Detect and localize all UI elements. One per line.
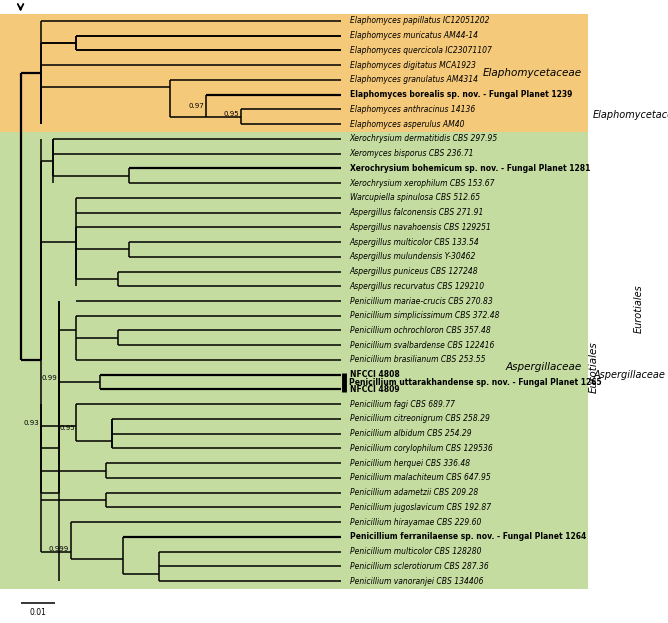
Text: 0.01: 0.01 <box>29 607 46 617</box>
Text: Penicillium hirayamae CBS 229.60: Penicillium hirayamae CBS 229.60 <box>350 518 481 526</box>
Text: Elaphomycetaceae: Elaphomycetaceae <box>483 67 582 77</box>
Text: 0.93: 0.93 <box>23 421 39 426</box>
Text: Penicillium multicolor CBS 128280: Penicillium multicolor CBS 128280 <box>350 547 481 556</box>
Text: Penicillium adametzii CBS 209.28: Penicillium adametzii CBS 209.28 <box>350 488 478 497</box>
Text: Penicillium fagi CBS 689.77NG_064112.1: Penicillium fagi CBS 689.77NG_064112.1 <box>350 399 458 404</box>
Text: Aspergillaceae: Aspergillaceae <box>593 370 665 380</box>
Text: 0.95: 0.95 <box>59 425 75 430</box>
Text: NFCCI 4809: NFCCI 4809 <box>350 385 399 394</box>
Text: Xerochrysium xerophilum CBS 153.67: Xerochrysium xerophilum CBS 153.67 <box>350 179 495 188</box>
Text: Elaphomyces anthracinus 14136KR064762.1: Elaphomyces anthracinus 14136KR064762.1 <box>350 105 469 110</box>
Text: Xerochrysium dermatitidis CBS 297.95: Xerochrysium dermatitidis CBS 297.95 <box>350 135 498 143</box>
Text: Penicillium sclerotiorum CBS 287.36: Penicillium sclerotiorum CBS 287.36 <box>350 562 488 571</box>
Text: Elaphomyces quercicola IC23071107KX238879.1: Elaphomyces quercicola IC23071107KX23887… <box>350 45 480 50</box>
Text: Eurotiales: Eurotiales <box>589 341 599 393</box>
Text: 0.999: 0.999 <box>49 546 69 551</box>
Text: Penicillium citreonigrum CBS 258.29NG_069621.1: Penicillium citreonigrum CBS 258.29NG_06… <box>350 413 482 419</box>
Text: Penicillium albidum CBS 254.29: Penicillium albidum CBS 254.29 <box>350 429 472 438</box>
Text: Penicillium vanoranjei CBS 134406: Penicillium vanoranjei CBS 134406 <box>350 576 483 586</box>
Text: Penicillium fagi CBS 689.77: Penicillium fagi CBS 689.77 <box>350 400 455 409</box>
Text: Penicillium mariae-crucis CBS 270.83NG_069791.1: Penicillium mariae-crucis CBS 270.83NG_0… <box>350 295 484 301</box>
Text: Penicillium uttarakhandense sp. nov. - Fungal Planet 1265: Penicillium uttarakhandense sp. nov. - F… <box>349 378 601 387</box>
Text: Xeromyces bisporus CBS 236.71NG_057813.1: Xeromyces bisporus CBS 236.71NG_057813.1 <box>350 148 471 154</box>
Text: Aspergillus recurvatus CBS 129210MH876882.1: Aspergillus recurvatus CBS 129210MH87688… <box>350 281 477 287</box>
Text: Penicillium simplicissimum CBS 372.48NG_069659.1: Penicillium simplicissimum CBS 372.48NG_… <box>350 310 489 316</box>
Text: Aspergillus falconensis CBS 271.91: Aspergillus falconensis CBS 271.91 <box>350 208 484 217</box>
Text: Warcupiella spinulosa CBS 512.65: Warcupiella spinulosa CBS 512.65 <box>350 193 480 202</box>
Text: Penicillium svalbardense CBS 122416: Penicillium svalbardense CBS 122416 <box>350 341 494 350</box>
Text: Penicillium brasilianum CBS 253.55NG_069884.1: Penicillium brasilianum CBS 253.55NG_069… <box>350 354 479 360</box>
Bar <box>0 132 588 589</box>
Text: Penicillium malachiteum CBS 647.95: Penicillium malachiteum CBS 647.95 <box>350 473 490 482</box>
Text: Aspergillus multicolor CBS 133.54MH868801.1: Aspergillus multicolor CBS 133.54MH86880… <box>350 237 473 242</box>
Text: Elaphomyces anthracinus 14136: Elaphomyces anthracinus 14136 <box>350 105 475 114</box>
Text: Aspergillus puniceus CBS 127248MH877831.1: Aspergillus puniceus CBS 127248MH877831.… <box>350 267 472 272</box>
Text: Aspergillaceae: Aspergillaceae <box>506 363 582 373</box>
Text: Aspergillus multicolor CBS 133.54: Aspergillus multicolor CBS 133.54 <box>350 237 480 247</box>
Text: Xerochrysium bohemicum sp. nov. - Fungal Planet 1281: Xerochrysium bohemicum sp. nov. - Fungal… <box>350 164 590 173</box>
Text: Aspergillus recurvatus CBS 129210: Aspergillus recurvatus CBS 129210 <box>350 282 485 291</box>
Text: Penicillium svalbardense CBS 122416NG_070329.1: Penicillium svalbardense CBS 122416NG_07… <box>350 340 485 345</box>
Text: Xerochrysium dermatitidis CBS 297.95JF922024.1: Xerochrysium dermatitidis CBS 297.95JF92… <box>350 134 482 139</box>
Text: Penicillium sclerotiorum CBS 287.36NG_063980.1: Penicillium sclerotiorum CBS 287.36NG_06… <box>350 561 481 566</box>
Text: Elaphomyces digitatus MCA1923JN713148.1: Elaphomyces digitatus MCA1923JN713148.1 <box>350 60 467 65</box>
Bar <box>0 14 588 132</box>
Text: Penicillium corylophilum CBS 129536MH876022.1: Penicillium corylophilum CBS 129536MH876… <box>350 444 482 449</box>
Text: NFCCI 4808: NFCCI 4808 <box>350 370 399 379</box>
Text: Elaphomyces muricatus AM44-14: Elaphomyces muricatus AM44-14 <box>350 31 478 40</box>
Text: Penicillium malachiteum CBS 647.95NG_069813.1: Penicillium malachiteum CBS 647.95NG_069… <box>350 472 483 478</box>
Text: Elaphomyces digitatus MCA1923: Elaphomyces digitatus MCA1923 <box>350 60 476 70</box>
Text: Warcupiella spinulosa CBS 512.65JF922027.1: Warcupiella spinulosa CBS 512.65JF922027… <box>350 193 469 198</box>
Text: Elaphomyces asperulus AM40: Elaphomyces asperulus AM40 <box>350 120 464 128</box>
Text: Eurotiales: Eurotiales <box>634 284 643 333</box>
Text: Penicillium ochrochloron CBS 357.48NG_069656.1: Penicillium ochrochloron CBS 357.48NG_06… <box>350 325 482 330</box>
Text: Aspergillus falconensis CBS 271.91NG_069821.1: Aspergillus falconensis CBS 271.91NG_069… <box>350 207 478 212</box>
Text: 0.99: 0.99 <box>41 374 57 381</box>
Text: Penicillium herquei CBS 336.48NG_069651.1: Penicillium herquei CBS 336.48NG_069651.… <box>350 457 468 463</box>
Text: Aspergillus mulundensis Y-30462KP985732.1: Aspergillus mulundensis Y-30462KP985732.… <box>350 252 469 257</box>
Text: Aspergillus puniceus CBS 127248: Aspergillus puniceus CBS 127248 <box>350 267 478 276</box>
Text: Xeromyces bisporus CBS 236.71: Xeromyces bisporus CBS 236.71 <box>350 149 474 158</box>
Text: Elaphomyces granulatus AM4314: Elaphomyces granulatus AM4314 <box>350 75 478 85</box>
Text: Penicillium vanoranjei CBS 134406MH877559.1: Penicillium vanoranjei CBS 134406MH87755… <box>350 576 476 581</box>
Text: Aspergillus navahoensis CBS 129251: Aspergillus navahoensis CBS 129251 <box>350 223 492 232</box>
Text: Penicillium brasilianum CBS 253.55: Penicillium brasilianum CBS 253.55 <box>350 356 485 364</box>
Text: Elaphomyces quercicola IC23071107: Elaphomyces quercicola IC23071107 <box>350 46 492 55</box>
Text: 0.95: 0.95 <box>224 111 239 117</box>
Text: Aspergillus mulundensis Y-30462: Aspergillus mulundensis Y-30462 <box>350 252 476 261</box>
Text: Penicillium jugoslavicum CBS 192.87NG_064148.1: Penicillium jugoslavicum CBS 192.87NG_06… <box>350 502 483 507</box>
Text: Penicillium herquei CBS 336.48: Penicillium herquei CBS 336.48 <box>350 459 470 468</box>
Text: Elaphomyces muricatus AM44-14KR029730.1: Elaphomyces muricatus AM44-14KR029730.1 <box>350 31 470 36</box>
Text: Penicillium simplicissimum CBS 372.48: Penicillium simplicissimum CBS 372.48 <box>350 312 499 320</box>
Text: Aspergillus navahoensis CBS 129251MH876098.1: Aspergillus navahoensis CBS 129251MH8760… <box>350 222 481 227</box>
Text: Elaphomyces granulatus AM4314KR029767.1: Elaphomyces granulatus AM4314KR029767.1 <box>350 75 470 80</box>
Text: Penicillium corylophilum CBS 129536: Penicillium corylophilum CBS 129536 <box>350 444 492 453</box>
Text: Penicillium ferranilaense sp. nov. - Fungal Planet 1264: Penicillium ferranilaense sp. nov. - Fun… <box>350 532 586 541</box>
Text: Penicillium citreonigrum CBS 258.29: Penicillium citreonigrum CBS 258.29 <box>350 414 490 424</box>
Text: Elaphomyces asperulus AM40KX238863.1: Elaphomyces asperulus AM40KX238863.1 <box>350 119 461 124</box>
Text: Penicillium hirayamae CBS 229.60NG_065245.1: Penicillium hirayamae CBS 229.60NG_06524… <box>350 516 476 522</box>
Text: Penicillium adametzii CBS 209.28NG_063970.1: Penicillium adametzii CBS 209.28NG_06397… <box>350 487 474 493</box>
Text: Penicillium jugoslavicum CBS 192.87: Penicillium jugoslavicum CBS 192.87 <box>350 503 491 512</box>
Text: Penicillium albidum CBS 254.29MH869522.1: Penicillium albidum CBS 254.29MH869522.1 <box>350 429 468 434</box>
Text: Elaphomyces borealis sp. nov. - Fungal Planet 1239: Elaphomyces borealis sp. nov. - Fungal P… <box>350 90 572 99</box>
Text: Penicillium ochrochloron CBS 357.48: Penicillium ochrochloron CBS 357.48 <box>350 326 490 335</box>
Text: 0.97: 0.97 <box>188 103 204 110</box>
Text: Elaphomyces papillatus IC12051202: Elaphomyces papillatus IC12051202 <box>350 16 489 26</box>
Text: Elaphomycetaceae: Elaphomycetaceae <box>593 110 668 120</box>
Text: Penicillium mariae-crucis CBS 270.83: Penicillium mariae-crucis CBS 270.83 <box>350 297 492 305</box>
Text: Penicillium multicolor CBS 128280MH876322.1: Penicillium multicolor CBS 128280MH87632… <box>350 546 474 551</box>
Text: Xerochrysium xerophilum CBS 153.67JF922023.1: Xerochrysium xerophilum CBS 153.67JF9220… <box>350 178 480 183</box>
Text: Elaphomyces papillatus IC12051202KX238872.1: Elaphomyces papillatus IC12051202KX23887… <box>350 16 478 21</box>
